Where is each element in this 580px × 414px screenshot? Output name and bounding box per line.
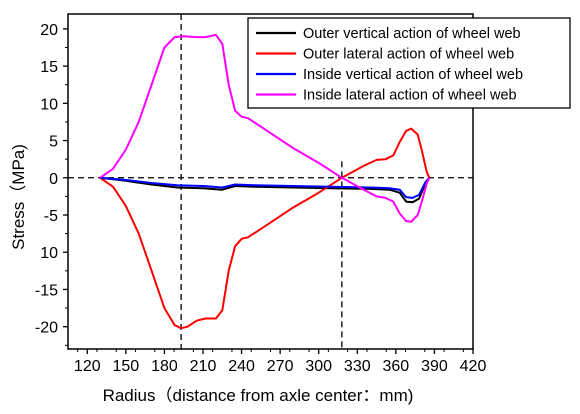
x-tick-label: 150 (113, 358, 140, 375)
y-tick-label: 0 (49, 171, 58, 188)
y-tick-label: 10 (40, 245, 58, 262)
x-tick-label: 420 (460, 358, 487, 375)
y-axis-title: Stress（MPa) (9, 144, 28, 250)
legend-box (247, 17, 571, 109)
series-line-2 (99, 127, 431, 330)
x-tick-label: 210 (190, 358, 217, 375)
x-tick-label: 270 (267, 358, 294, 375)
x-tick-label: 240 (228, 358, 255, 375)
series-lines (99, 33, 431, 330)
series-line-3 (100, 176, 431, 199)
legend-label-1: Outer vertical action of wheel web (303, 26, 521, 42)
x-tick-label: 330 (344, 358, 371, 375)
x-tick-label: 180 (151, 358, 178, 375)
y-tick-label: 5 (49, 134, 58, 151)
y-tick-label: -20 (35, 320, 58, 337)
reference-lines (68, 14, 473, 349)
axes: 120 150 180 210 240 270 300 330 360 390 420 20 15 10 5… (35, 22, 487, 375)
y-tick-label: 10 (40, 96, 58, 113)
series-line-1 (99, 176, 431, 204)
legend-label-3: Inside vertical action of wheel web (303, 67, 523, 83)
y-tick-label: -5 (44, 208, 58, 225)
legend-label-4: Inside lateral action of wheel web (303, 88, 517, 104)
x-tick-label: 300 (305, 358, 332, 375)
y-tick-label: 15 (40, 59, 58, 76)
legend: Outer vertical action of wheel web Outer … (247, 17, 571, 109)
y-tick-label: -15 (35, 282, 58, 299)
series-line-4 (99, 33, 431, 223)
x-tick-label: 360 (383, 358, 410, 375)
x-tick-label: 120 (74, 358, 101, 375)
x-tick-label: 390 (421, 358, 448, 375)
legend-label-2: Outer lateral action of wheel web (303, 47, 514, 63)
y-tick-label: 20 (40, 22, 58, 39)
x-axis-title: Radius（distance from axle center：mm) (103, 386, 414, 405)
